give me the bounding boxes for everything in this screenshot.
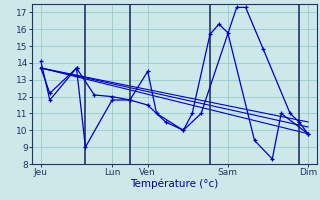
X-axis label: Température (°c): Température (°c) bbox=[130, 179, 219, 189]
